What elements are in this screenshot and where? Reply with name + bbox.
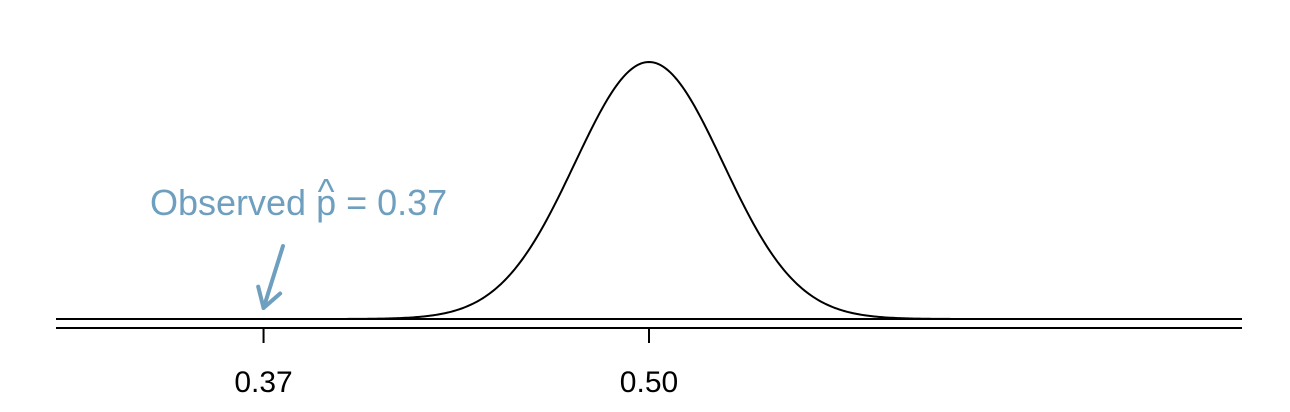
tick-group: 0.37 0.50: [234, 328, 678, 399]
annotation-label: Observed p = 0.37: [150, 182, 447, 223]
annotation-arrow: [256, 244, 285, 310]
tick-label: 0.37: [234, 366, 292, 399]
annotation-hat: ^: [318, 171, 335, 212]
arrow-head: [256, 284, 283, 310]
annotation-symbol: p: [316, 182, 336, 223]
annotation-prefix: Observed: [150, 182, 316, 223]
tick-label: 0.50: [620, 366, 678, 399]
annotation-suffix: = 0.37: [336, 182, 447, 223]
observed-annotation: Observed p = 0.37 ^: [150, 171, 447, 310]
arrow-shaft: [261, 244, 285, 310]
